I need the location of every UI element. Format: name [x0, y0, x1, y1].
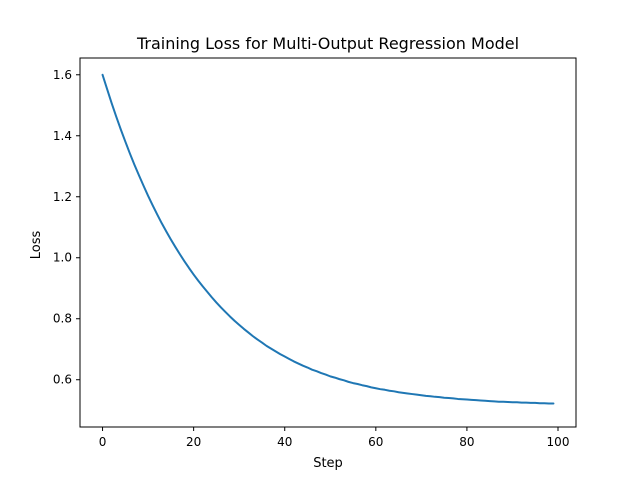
x-axis-label: Step — [313, 456, 343, 471]
loss-series-line — [101, 73, 555, 405]
y-tick-label: 1.4 — [53, 129, 72, 143]
y-tick-label: 1.2 — [53, 190, 72, 204]
x-tick-label: 100 — [547, 435, 570, 449]
x-tick-label: 80 — [459, 435, 474, 449]
y-tick-label: 1.0 — [53, 251, 72, 265]
y-tick-label: 0.8 — [53, 312, 72, 326]
y-axis-label: Loss — [29, 231, 44, 260]
axes-frame — [79, 57, 577, 428]
x-tick-label: 60 — [368, 435, 383, 449]
chart-title: Training Loss for Multi-Output Regressio… — [136, 34, 519, 53]
y-tick-label: 1.6 — [53, 68, 72, 82]
x-tick-label: 20 — [186, 435, 201, 449]
x-axis-ticks: 0 20 40 60 80 100 — [99, 427, 570, 449]
x-tick-label: 40 — [277, 435, 292, 449]
plot-area — [80, 58, 576, 427]
x-tick-label: 0 — [99, 435, 107, 449]
y-axis-ticks: 0.6 0.8 1.0 1.2 1.4 1.6 — [53, 68, 80, 387]
y-tick-label: 0.6 — [53, 373, 72, 387]
